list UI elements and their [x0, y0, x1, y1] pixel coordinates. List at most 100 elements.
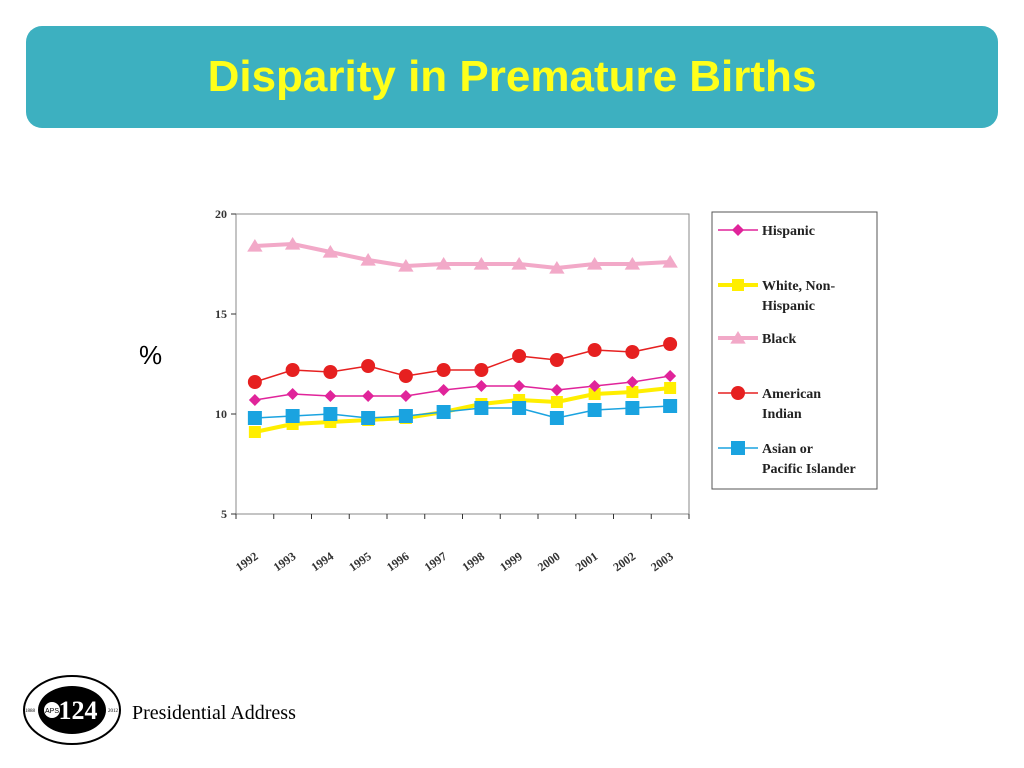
- logo-initials: APS: [45, 708, 59, 715]
- x-tick-label: 2003: [648, 549, 676, 574]
- data-point: [550, 396, 563, 408]
- data-point: [248, 426, 261, 438]
- legend-entry: American Indian: [718, 386, 821, 422]
- data-point: [474, 401, 489, 415]
- data-point: [474, 363, 489, 377]
- data-point: [247, 239, 263, 252]
- x-tick-label: 1993: [271, 549, 299, 574]
- data-point: [664, 370, 677, 382]
- legend-swatch-marker: [731, 441, 745, 455]
- x-tick-label: 1992: [233, 549, 261, 574]
- y-tick-label: 5: [221, 507, 227, 521]
- data-point: [286, 388, 299, 400]
- logo-year-right: 2012: [108, 709, 119, 714]
- legend-entry: Black: [718, 331, 796, 347]
- x-tick-label: 2002: [610, 549, 638, 574]
- data-point: [437, 384, 450, 396]
- data-point: [398, 409, 413, 423]
- legend-label: Pacific Islander: [762, 462, 856, 477]
- x-tick-label: 1997: [422, 549, 450, 574]
- chart-axes: 5 10 15 20 1992 1993 1994 1995 1996 1997 1998 1999 2…: [215, 207, 690, 574]
- series-line: [254, 343, 671, 383]
- legend-label: American: [762, 387, 821, 402]
- series-line: [254, 242, 671, 270]
- x-tick-label: 1995: [346, 549, 374, 574]
- data-point: [323, 365, 338, 379]
- y-tick-label: 10: [215, 407, 227, 421]
- slide-title: Disparity in Premature Births: [207, 52, 817, 101]
- data-point: [549, 261, 565, 274]
- x-tick-label: 1999: [497, 549, 525, 574]
- aps-logo: 124 APS 1888 2012: [22, 674, 122, 751]
- data-point: [248, 394, 261, 406]
- data-point: [399, 390, 412, 402]
- plot-frame: [235, 213, 690, 515]
- data-point: [285, 409, 300, 423]
- legend-label: Black: [762, 332, 796, 347]
- y-axis-label: %: [139, 340, 163, 370]
- data-point: [549, 353, 564, 367]
- data-point: [587, 343, 602, 357]
- data-point: [322, 245, 339, 258]
- data-point: [512, 401, 527, 415]
- data-point: [513, 380, 526, 392]
- chart-series: [247, 237, 678, 438]
- data-point: [362, 390, 375, 402]
- data-point: [549, 411, 564, 425]
- data-point: [626, 386, 639, 398]
- data-point: [361, 359, 376, 373]
- logo-number: 124: [59, 696, 98, 725]
- data-point: [360, 253, 376, 266]
- y-tick-label: 15: [215, 307, 227, 321]
- chart-legend: Hispanic White, Non- Hispanic Black American…: [711, 211, 878, 490]
- data-point: [663, 337, 678, 351]
- legend-entry: Asian or Pacific Islander: [718, 441, 856, 477]
- title-banner: Disparity in Premature Births: [26, 26, 998, 128]
- data-point: [247, 375, 262, 389]
- data-point: [473, 257, 490, 270]
- data-point: [550, 384, 563, 396]
- data-point: [435, 257, 452, 270]
- x-tick-label: 1996: [384, 549, 412, 574]
- series-line: [254, 386, 671, 434]
- legend-label: Hispanic: [762, 299, 815, 314]
- data-point: [436, 405, 451, 419]
- data-point: [664, 382, 677, 394]
- data-point: [588, 380, 601, 392]
- x-tick-label: 2001: [573, 549, 601, 574]
- series-asian-or-pacific-islander: [247, 399, 678, 425]
- data-point: [247, 411, 262, 425]
- legend-swatch-marker: [732, 279, 744, 291]
- legend-entry: Hispanic: [718, 224, 815, 239]
- data-point: [662, 255, 678, 268]
- series-hispanic: [248, 370, 677, 406]
- data-point: [587, 403, 602, 417]
- data-point: [475, 380, 488, 392]
- legend-entry: White, Non- Hispanic: [718, 279, 835, 314]
- legend-label: Indian: [762, 407, 802, 422]
- data-point: [285, 363, 300, 377]
- x-tick-label: 1994: [308, 549, 336, 574]
- footer-text: Presidential Address: [132, 702, 296, 724]
- aps-logo-emblem: 124 APS 1888 2012: [23, 675, 121, 745]
- logo-year-left: 1888: [25, 709, 36, 714]
- x-tick-label: 2000: [535, 549, 563, 574]
- data-point: [626, 376, 639, 388]
- data-point: [511, 257, 527, 270]
- series-line: [254, 375, 671, 401]
- data-point: [398, 369, 413, 383]
- data-point: [625, 345, 640, 359]
- x-tick-label: 1998: [459, 549, 487, 574]
- data-point: [588, 388, 601, 400]
- legend-swatch-marker: [730, 331, 746, 344]
- data-point: [663, 399, 678, 413]
- legend-label: White, Non-: [762, 279, 835, 294]
- legend-swatch-marker: [731, 386, 745, 400]
- data-point: [323, 407, 338, 421]
- data-point: [625, 401, 640, 415]
- data-point: [398, 259, 414, 272]
- legend-label: Hispanic: [762, 224, 815, 239]
- series-black: [247, 237, 678, 274]
- data-point: [284, 237, 301, 250]
